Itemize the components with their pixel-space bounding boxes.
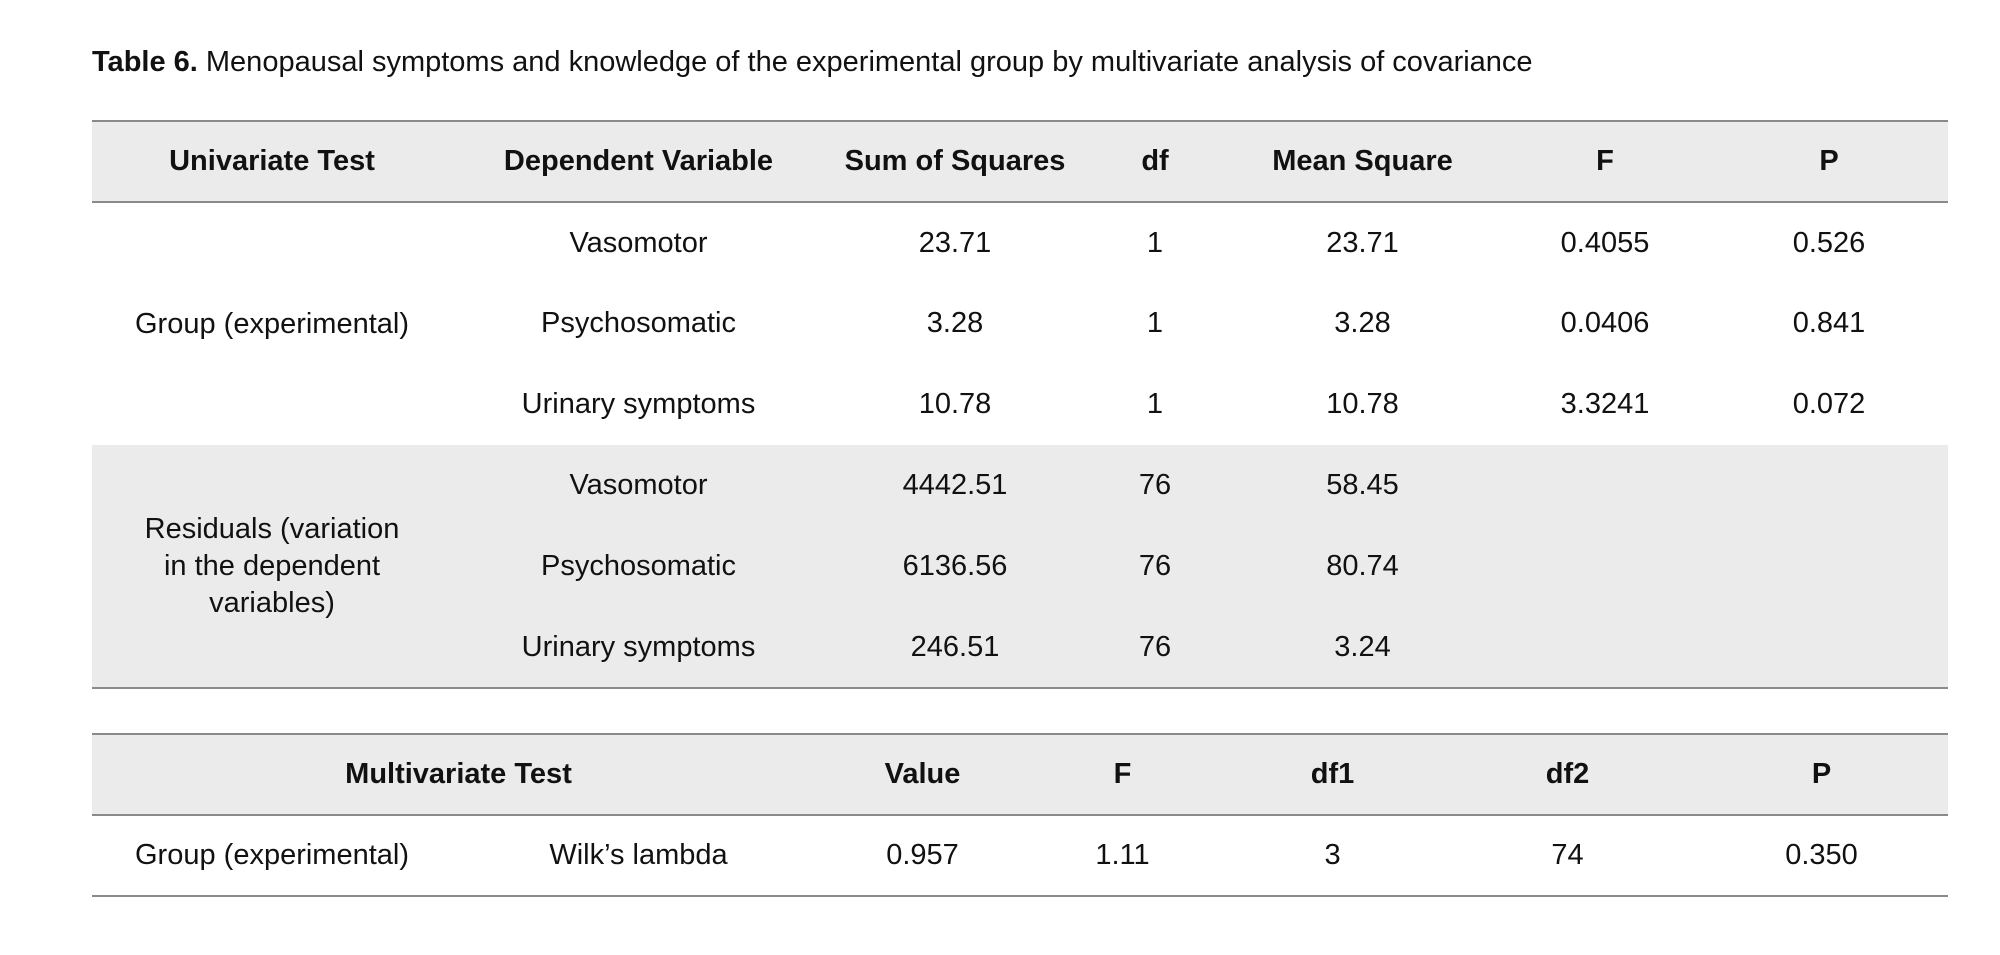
table-row: Urinary symptoms 10.78 1 10.78 3.3241 0.…	[92, 364, 1948, 445]
column-header: Sum of Squares	[825, 121, 1085, 203]
df-cell: 76	[1085, 445, 1225, 526]
test-cell: Wilk’s lambda	[549, 839, 728, 871]
table-title: Menopausal symptoms and knowledge of the…	[197, 46, 1533, 78]
p-cell	[1710, 526, 1948, 607]
variable-cell: Vasomotor	[452, 445, 825, 526]
column-header: P	[1710, 121, 1948, 203]
df2-cell: 74	[1551, 839, 1584, 871]
group-label: Group (experimental)	[135, 307, 409, 340]
univariate-table: Univariate Test Dependent Variable Sum o…	[92, 120, 1948, 689]
table-row: Group (experimental) Wilk’s lambda 0.957…	[92, 815, 1948, 896]
f-cell	[1500, 607, 1710, 688]
table-caption: Table 6. Menopausal symptoms and knowled…	[92, 46, 1533, 79]
ss-cell: 3.28	[926, 307, 984, 339]
f-cell: 3.3241	[1560, 388, 1650, 420]
f-cell	[1500, 445, 1710, 526]
variable-cell: Psychosomatic	[540, 307, 736, 339]
column-header: F	[1500, 121, 1710, 203]
variable-cell: Urinary symptoms	[452, 607, 825, 688]
column-header: P	[1695, 734, 1949, 816]
column-header: Univariate Test	[92, 121, 452, 203]
column-header: df2	[1440, 734, 1696, 816]
table-label: Table 6.	[92, 46, 198, 78]
table-header-row: Multivariate Test Value F df1 df2 P	[92, 734, 1949, 816]
value-cell: 0.957	[886, 839, 959, 871]
ss-cell: 246.51	[825, 607, 1085, 688]
variable-cell: Psychosomatic	[452, 526, 825, 607]
p-cell	[1710, 445, 1948, 526]
ms-cell: 3.24	[1225, 607, 1500, 688]
p-cell: 0.072	[1792, 388, 1866, 420]
ss-cell: 6136.56	[825, 526, 1085, 607]
column-header: F	[1020, 734, 1226, 816]
f-cell: 0.0406	[1560, 307, 1650, 339]
ms-cell: 58.45	[1225, 445, 1500, 526]
group-label: Residuals (variation in the dependent va…	[92, 445, 452, 688]
column-header: df	[1085, 121, 1225, 203]
p-cell: 0.841	[1792, 307, 1866, 339]
residuals-label: Residuals (variation in the dependent va…	[144, 512, 400, 619]
column-header: Dependent Variable	[452, 121, 825, 203]
p-cell	[1710, 607, 1948, 688]
multivariate-table: Multivariate Test Value F df1 df2 P Grou…	[92, 733, 1949, 897]
ss-cell: 10.78	[918, 388, 992, 420]
table-row: Urinary symptoms 246.51 76 3.24	[92, 607, 1948, 688]
variable-cell: Vasomotor	[569, 226, 708, 259]
df-cell: 76	[1085, 526, 1225, 607]
table-row: Group (experimental) Vasomotor 23.71 1 2…	[92, 202, 1948, 340]
ms-cell: 80.74	[1225, 526, 1500, 607]
df-cell: 76	[1085, 607, 1225, 688]
df1-cell: 3	[1324, 839, 1341, 871]
table-row: Psychosomatic 3.28 1 3.28 0.0406 0.841	[92, 283, 1948, 364]
ms-cell: 10.78	[1326, 388, 1399, 420]
df-cell: 1	[1146, 388, 1164, 420]
ms-cell: 23.71	[1326, 226, 1399, 259]
variable-cell: Urinary symptoms	[521, 388, 756, 420]
table-row: Residuals (variation in the dependent va…	[92, 445, 1948, 688]
group-label: Group (experimental)	[135, 839, 409, 871]
f-cell	[1500, 526, 1710, 607]
ss-cell: 23.71	[918, 226, 992, 259]
column-header: Value	[825, 734, 1021, 816]
df-cell: 1	[1146, 307, 1164, 339]
f-cell: 0.4055	[1560, 226, 1650, 259]
column-header: Multivariate Test	[92, 734, 826, 816]
f-cell: 1.11	[1095, 839, 1150, 871]
column-header: Mean Square	[1225, 121, 1500, 203]
df-cell: 1	[1146, 226, 1164, 259]
ms-cell: 3.28	[1334, 307, 1391, 339]
column-header: df1	[1225, 734, 1441, 816]
table-row: Psychosomatic 6136.56 76 80.74	[92, 526, 1948, 607]
p-cell: 0.526	[1792, 226, 1866, 259]
ss-cell: 4442.51	[825, 445, 1085, 526]
p-cell: 0.350	[1785, 839, 1858, 871]
table-header-row: Univariate Test Dependent Variable Sum o…	[92, 121, 1948, 203]
